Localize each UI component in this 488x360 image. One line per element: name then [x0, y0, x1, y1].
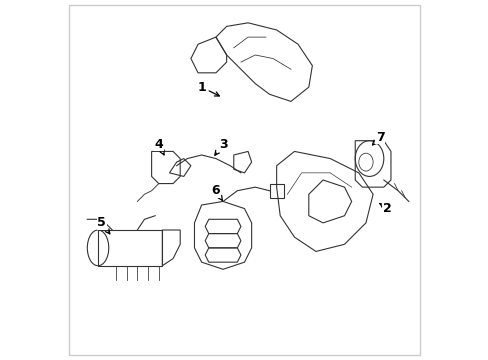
- Text: 4: 4: [154, 138, 163, 155]
- Text: 2: 2: [379, 202, 391, 215]
- Text: 1: 1: [197, 81, 219, 96]
- Text: 6: 6: [211, 184, 222, 201]
- Text: 5: 5: [97, 216, 110, 234]
- Text: 3: 3: [214, 138, 227, 155]
- Text: 7: 7: [372, 131, 384, 145]
